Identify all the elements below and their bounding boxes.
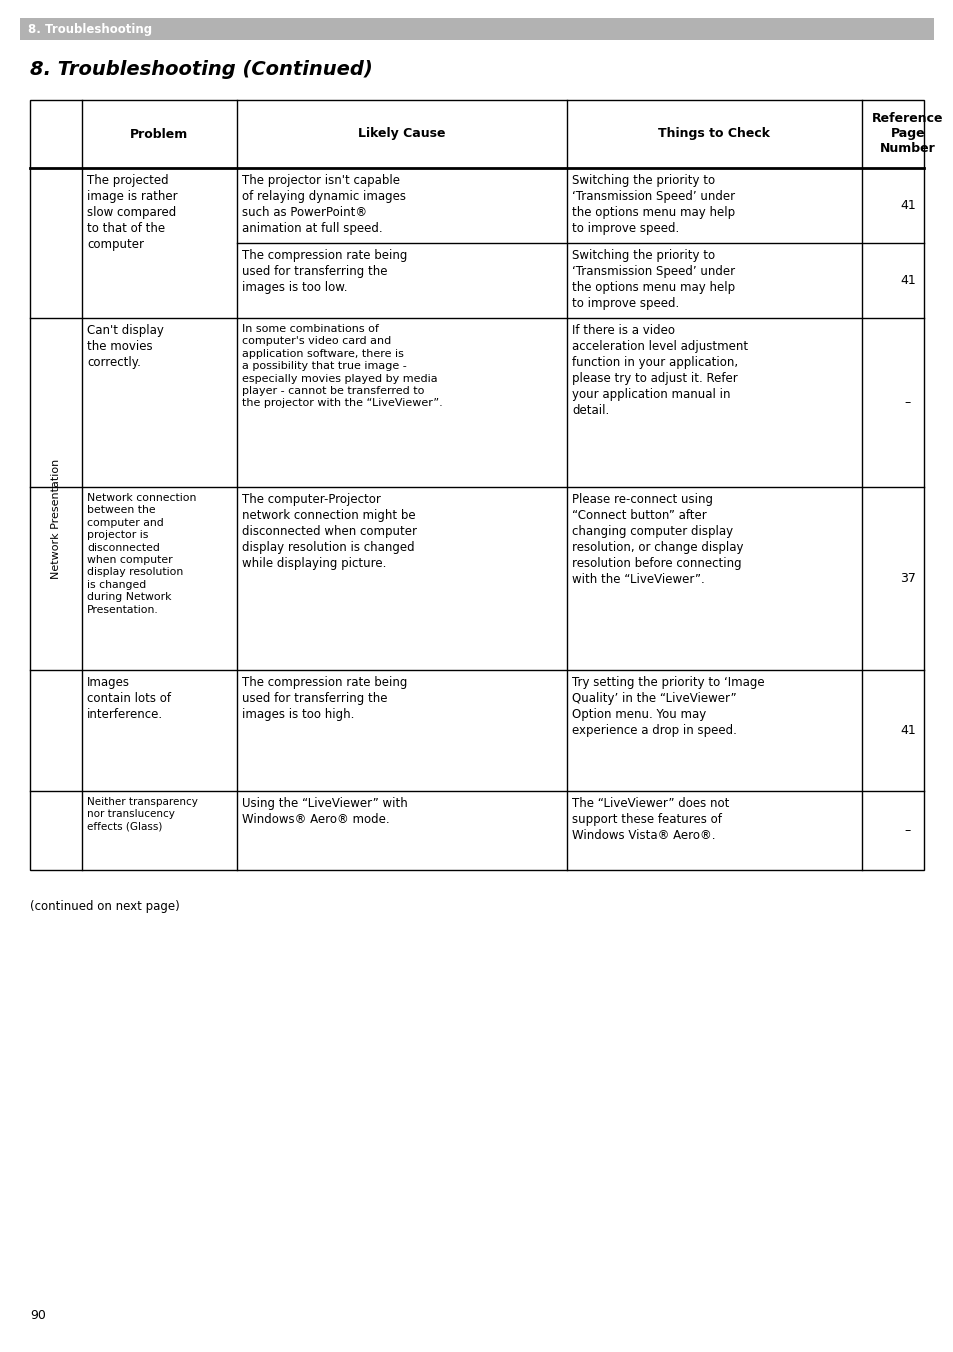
Text: Likely Cause: Likely Cause	[358, 127, 445, 141]
Text: 41: 41	[900, 725, 915, 737]
Text: –: –	[904, 823, 910, 837]
Text: Switching the priority to
‘Transmission Speed’ under
the options menu may help
t: Switching the priority to ‘Transmission …	[572, 174, 735, 235]
Bar	[30, 100, 923, 869]
Text: Reference
Page
Number: Reference Page Number	[871, 112, 943, 155]
Text: 90: 90	[30, 1309, 46, 1322]
Text: The projector isn't capable
of relaying dynamic images
such as PowerPoint®
anima: The projector isn't capable of relaying …	[242, 174, 406, 235]
Text: Using the “LiveViewer” with
Windows® Aero® mode.: Using the “LiveViewer” with Windows® Aer…	[242, 796, 407, 826]
Text: Problem: Problem	[131, 127, 189, 141]
Text: 41: 41	[900, 274, 915, 287]
Text: The projected
image is rather
slow compared
to that of the
computer: The projected image is rather slow compa…	[87, 174, 177, 251]
Text: In some combinations of
computer's video card and
application software, there is: In some combinations of computer's video…	[242, 324, 442, 408]
Text: 8. Troubleshooting: 8. Troubleshooting	[28, 23, 152, 35]
Text: Things to Check: Things to Check	[658, 127, 770, 141]
Text: (continued on next page): (continued on next page)	[30, 900, 179, 913]
Text: Please re-connect using
“Connect button” after
changing computer display
resolut: Please re-connect using “Connect button”…	[572, 493, 742, 585]
Text: 37: 37	[899, 572, 915, 585]
Text: If there is a video
acceleration level adjustment
function in your application,
: If there is a video acceleration level a…	[572, 324, 747, 416]
Text: The compression rate being
used for transferring the
images is too high.: The compression rate being used for tran…	[242, 676, 407, 721]
Text: –: –	[904, 396, 910, 410]
Text: 8. Troubleshooting (Continued): 8. Troubleshooting (Continued)	[30, 59, 373, 78]
Text: Can't display
the movies
correctly.: Can't display the movies correctly.	[87, 324, 164, 369]
Text: Try setting the priority to ‘Image
Quality’ in the “LiveViewer”
Option menu. You: Try setting the priority to ‘Image Quali…	[572, 676, 763, 737]
Text: Switching the priority to
‘Transmission Speed’ under
the options menu may help
t: Switching the priority to ‘Transmission …	[572, 249, 735, 310]
Bar	[20, 18, 933, 41]
Text: Neither transparency
nor translucency
effects (Glass): Neither transparency nor translucency ef…	[87, 796, 197, 831]
Text: The computer-Projector
network connection might be
disconnected when computer
di: The computer-Projector network connectio…	[242, 493, 416, 571]
Text: The compression rate being
used for transferring the
images is too low.: The compression rate being used for tran…	[242, 249, 407, 293]
Text: Network Presentation: Network Presentation	[51, 458, 61, 579]
Text: 41: 41	[900, 199, 915, 212]
Text: Images
contain lots of
interference.: Images contain lots of interference.	[87, 676, 171, 721]
Text: The “LiveViewer” does not
support these features of
Windows Vista® Aero®.: The “LiveViewer” does not support these …	[572, 796, 729, 842]
Text: Network connection
between the
computer and
projector is
disconnected
when compu: Network connection between the computer …	[87, 493, 196, 615]
